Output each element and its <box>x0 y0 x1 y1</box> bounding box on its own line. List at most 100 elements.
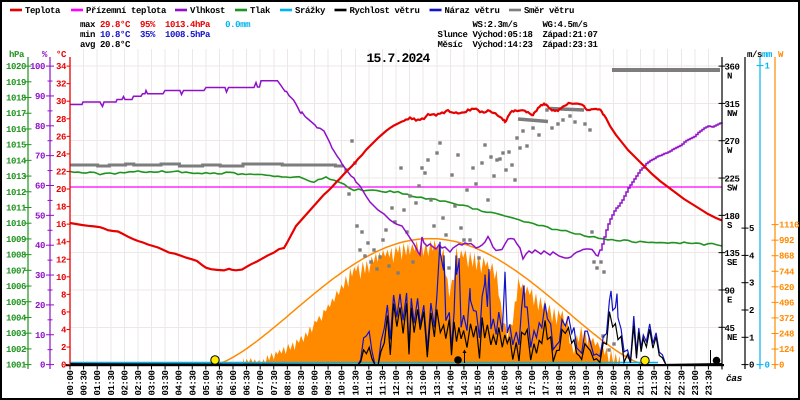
svg-text:21:30: 21:30 <box>650 370 660 395</box>
svg-text:05:30: 05:30 <box>215 370 225 395</box>
svg-text:10:30: 10:30 <box>351 370 361 395</box>
svg-text:12: 12 <box>56 255 66 265</box>
svg-text:21:00: 21:00 <box>637 370 647 395</box>
svg-text:Rychlost větru: Rychlost větru <box>350 6 420 16</box>
svg-text:09:30: 09:30 <box>324 370 334 395</box>
svg-text:1019: 1019 <box>6 78 26 88</box>
svg-text:1018: 1018 <box>6 94 26 104</box>
svg-text:20: 20 <box>56 185 66 195</box>
svg-text:Teplota: Teplota <box>25 6 61 16</box>
svg-text:1013: 1013 <box>6 172 26 182</box>
svg-text:19:30: 19:30 <box>596 370 606 395</box>
svg-text:30: 30 <box>56 97 66 107</box>
svg-text:Tlak: Tlak <box>250 6 271 16</box>
svg-text:225: 225 <box>725 175 740 185</box>
svg-text:03:00: 03:00 <box>148 370 158 395</box>
svg-text:NE: NE <box>727 333 738 343</box>
svg-text:372: 372 <box>779 314 794 324</box>
svg-text:05:00: 05:00 <box>202 370 212 395</box>
svg-text:08:30: 08:30 <box>297 370 307 395</box>
svg-text:Srážky: Srážky <box>295 6 326 16</box>
svg-text:60: 60 <box>35 182 45 192</box>
svg-text:40: 40 <box>35 241 45 251</box>
svg-text:04:30: 04:30 <box>188 370 198 395</box>
svg-text:17:30: 17:30 <box>541 370 551 395</box>
svg-text:1015: 1015 <box>6 141 26 151</box>
svg-text:0: 0 <box>61 361 66 371</box>
svg-text:1009: 1009 <box>6 235 26 245</box>
svg-text:3: 3 <box>749 279 754 289</box>
svg-text:8: 8 <box>61 290 66 300</box>
svg-text:2: 2 <box>61 343 66 353</box>
svg-text:18: 18 <box>56 203 66 213</box>
svg-text:hPa: hPa <box>9 50 25 60</box>
svg-text:07:30: 07:30 <box>270 370 280 395</box>
svg-text:135: 135 <box>725 249 740 259</box>
svg-text:Vlhkost: Vlhkost <box>190 6 225 16</box>
svg-text:WS:2.3m/s WG:4.5m/s: WS:2.3m/s WG:4.5m/s <box>438 20 588 30</box>
svg-text:06:00: 06:00 <box>229 370 239 395</box>
svg-text:Přízemní teplota: Přízemní teplota <box>86 6 167 16</box>
svg-text:Náraz větru: Náraz větru <box>445 6 500 16</box>
svg-text:avg 20.8°C: avg 20.8°C <box>80 40 131 50</box>
svg-text:W: W <box>727 146 733 156</box>
svg-text:13:30: 13:30 <box>433 370 443 395</box>
svg-text:06:30: 06:30 <box>243 370 253 395</box>
svg-text:20:00: 20:00 <box>609 370 619 395</box>
svg-text:248: 248 <box>779 329 794 339</box>
svg-text:6: 6 <box>61 308 66 318</box>
svg-text:1001: 1001 <box>6 361 27 371</box>
svg-text:4: 4 <box>749 251 755 261</box>
svg-text:01:30: 01:30 <box>107 370 117 395</box>
svg-text:07:00: 07:00 <box>256 370 266 395</box>
svg-text:10: 10 <box>56 273 66 283</box>
svg-text:1007: 1007 <box>6 266 26 276</box>
svg-text:SE: SE <box>727 258 738 268</box>
svg-text:1017: 1017 <box>6 109 26 119</box>
svg-text:1010: 1010 <box>6 219 26 229</box>
svg-text:0: 0 <box>40 361 45 371</box>
svg-text:1002: 1002 <box>6 345 26 355</box>
svg-text:max 29.8°C 95% 1013.4hPa 0: max 29.8°C 95% 1013.4hPa 0.0mm <box>80 20 251 30</box>
svg-text:50: 50 <box>35 211 45 221</box>
svg-text:1016: 1016 <box>6 125 26 135</box>
svg-text:360: 360 <box>725 63 740 73</box>
svg-text:14:00: 14:00 <box>446 370 456 395</box>
svg-text:5: 5 <box>749 224 754 234</box>
svg-text:18:30: 18:30 <box>569 370 579 395</box>
svg-text:315: 315 <box>725 100 740 110</box>
svg-text:°C: °C <box>56 50 67 60</box>
svg-text:čas: čas <box>726 373 743 384</box>
svg-text:34: 34 <box>56 62 67 72</box>
svg-text:04:00: 04:00 <box>175 370 185 395</box>
svg-text:992: 992 <box>779 236 794 246</box>
svg-text:16:00: 16:00 <box>501 370 511 395</box>
svg-text:22:30: 22:30 <box>677 370 687 395</box>
svg-text:22:00: 22:00 <box>664 370 674 395</box>
svg-text:15:00: 15:00 <box>474 370 484 395</box>
svg-text:1: 1 <box>765 62 771 72</box>
svg-text:1006: 1006 <box>6 282 26 292</box>
svg-text:16: 16 <box>56 220 66 230</box>
svg-text:01:00: 01:00 <box>93 370 103 395</box>
svg-text:S: S <box>727 221 733 231</box>
svg-text:30: 30 <box>35 271 45 281</box>
svg-text:NW: NW <box>727 109 738 119</box>
svg-text:03:30: 03:30 <box>161 370 171 395</box>
svg-text:70: 70 <box>35 152 45 162</box>
svg-text:11:00: 11:00 <box>365 370 375 395</box>
svg-text:mm: mm <box>762 50 773 60</box>
svg-text:0: 0 <box>779 361 784 371</box>
svg-text:1008: 1008 <box>6 251 26 261</box>
svg-text:45: 45 <box>725 324 735 334</box>
svg-text:124: 124 <box>779 345 795 355</box>
svg-text:09:00: 09:00 <box>311 370 321 395</box>
svg-text:10:00: 10:00 <box>338 370 348 395</box>
svg-text:1116: 1116 <box>779 221 799 231</box>
svg-text:180: 180 <box>725 212 740 222</box>
svg-text:Směr větru: Směr větru <box>524 6 574 16</box>
svg-text:min 10.8°C 35% 1008.5hPa: min 10.8°C 35% 1008.5hPa <box>80 30 211 40</box>
svg-text:1020: 1020 <box>6 62 26 72</box>
svg-text:26: 26 <box>56 132 66 142</box>
svg-text:1012: 1012 <box>6 188 26 198</box>
